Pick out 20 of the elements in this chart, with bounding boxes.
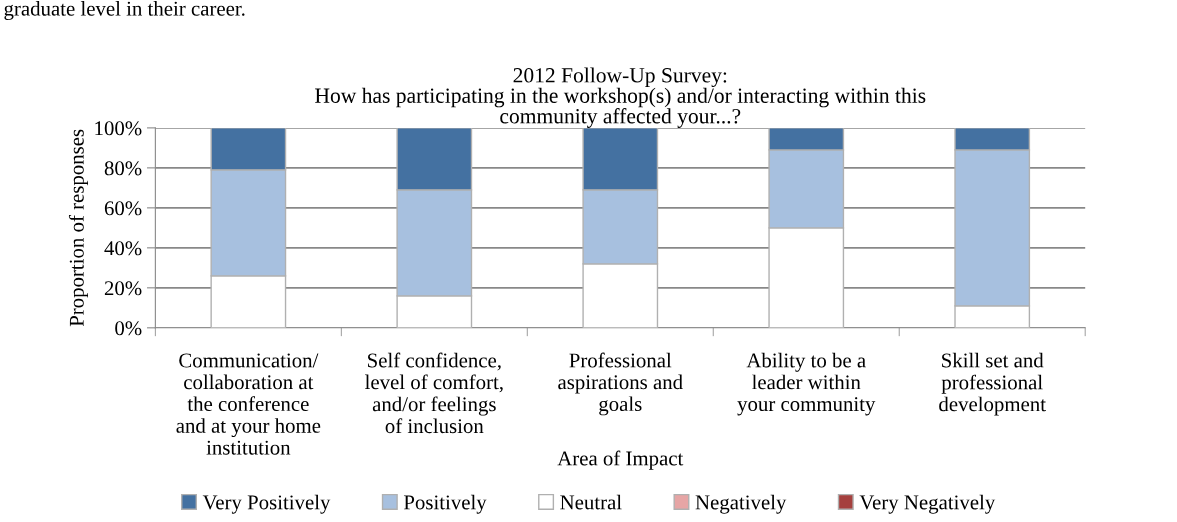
text: graduate level in their career. [4, 1, 245, 20]
y-tick-label: 100% [95, 121, 142, 136]
y-tick-label: 0% [115, 321, 142, 336]
y-tick-label: 40% [104, 241, 142, 256]
legend-label: Positively [403, 494, 487, 514]
y-tick-label: 20% [104, 281, 142, 296]
x-tick-label: Self confidence, level of comfort, and/or feelings of inclusion [365, 352, 503, 434]
y-axis-title: Proportion of responses [68, 129, 89, 327]
x-tick-label: Communication/ collaboration at the conference and at your home institution [176, 353, 321, 455]
chart-title: 2012 Follow-Up Survey: How has participating in the workshop(s) and/or interacting within this community affected your...? [315, 67, 926, 128]
y-tick-label: 60% [104, 201, 142, 216]
x-tick-label: Ability to be a leader within your community [737, 352, 876, 416]
x-tick-label: Professional aspirations and goals [558, 352, 683, 416]
y-tick-label: 80% [104, 161, 142, 176]
legend-label: Negatively [695, 494, 787, 514]
legend-label: Very Positively [202, 494, 331, 514]
x-axis-title: Area of Impact [557, 450, 684, 470]
legend-label: Very Negatively [859, 494, 996, 514]
legend-label: Neutral [560, 494, 622, 510]
x-tick-label: Skill set and professional development [939, 352, 1046, 416]
